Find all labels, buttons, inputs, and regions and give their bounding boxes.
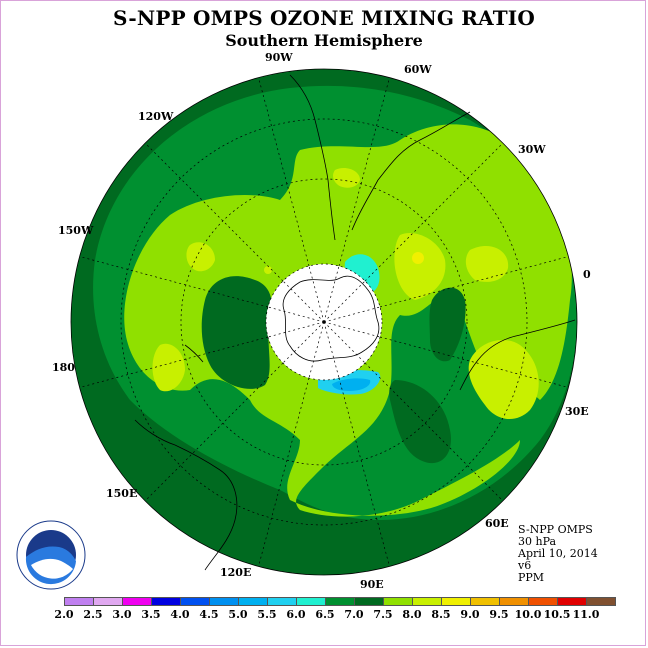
lon-label-60w: 60W	[404, 63, 432, 76]
colorbar-cell	[296, 597, 326, 606]
south-america-coast	[289, 74, 336, 241]
colorbar-tick-label: 6.0	[286, 608, 306, 621]
field-light-east	[394, 232, 446, 300]
colorbar-cell	[209, 597, 239, 606]
colorbar-tick-label: 9.0	[460, 608, 480, 621]
latitude-circles	[120, 118, 528, 526]
colorbar-cell	[441, 597, 471, 606]
colorbar-cell	[93, 597, 123, 606]
colorbar-cell	[354, 597, 384, 606]
colorbar-tick-label: 8.0	[402, 608, 422, 621]
lat-circle-40	[120, 118, 528, 526]
colorbar-labels: 2.0 2.5 3.0 3.5 4.0 4.5 5.0 5.5 6.0 6.5 7.0 7.5 8.0 8…	[0, 608, 648, 622]
colorbar-tick-label: 2.0	[54, 608, 74, 621]
lon-label-90w: 90W	[265, 51, 293, 64]
lon-label-0: 0	[583, 268, 591, 281]
colorbar-tick-label: 5.5	[257, 608, 277, 621]
coastlines	[134, 74, 576, 571]
colorbar-cell	[122, 597, 152, 606]
field-light-west	[152, 343, 185, 392]
lon-label-150e: 150E	[106, 487, 138, 500]
colorbar-cell	[470, 597, 500, 606]
colorbar-tick-label: 9.5	[489, 608, 509, 621]
field-light-west2	[186, 242, 215, 272]
field-dark-green-east	[429, 287, 466, 362]
colorbar-tick-label: 7.0	[344, 608, 364, 621]
colorbar-cell	[412, 597, 442, 606]
field-light-top	[333, 168, 360, 188]
colorbar-tick-label: 3.5	[141, 608, 161, 621]
colorbar-tick-label: 3.0	[112, 608, 132, 621]
south-america-coast-2	[351, 111, 471, 231]
colorbar-cell	[499, 597, 529, 606]
lon-label-60e: 60E	[485, 517, 509, 530]
lon-label-180: 180	[52, 361, 75, 374]
figure-title: S-NPP OMPS OZONE MIXING RATIO	[113, 6, 535, 30]
colorbar-cell	[557, 597, 587, 606]
colorbar-tick-label: 11.0	[572, 608, 600, 621]
colorbar-cell	[238, 597, 268, 606]
lon-label-30w: 30W	[518, 143, 546, 156]
field-yellow-spot	[412, 252, 424, 264]
field-light-east2	[465, 246, 509, 282]
info-version: v6	[518, 559, 532, 572]
lon-label-30e: 30E	[565, 405, 589, 418]
info-level: 30 hPa	[518, 535, 557, 548]
info-units: PPM	[518, 571, 545, 584]
colorbar-tick-label: 6.5	[315, 608, 335, 621]
field-dark-green-south	[389, 380, 451, 464]
colorbar-tick-label: 10.0	[514, 608, 542, 621]
colorbar-tick-label: 2.5	[83, 608, 103, 621]
lon-label-120e: 120E	[220, 566, 252, 579]
colorbar-cell	[151, 597, 181, 606]
info-date: April 10, 2014	[518, 547, 598, 560]
australia-coast	[134, 419, 238, 571]
colorbar-cell	[383, 597, 413, 606]
field-dark-green-west	[201, 276, 272, 389]
lon-label-150w: 150W	[58, 224, 94, 237]
figure-subtitle: Southern Hemisphere	[225, 31, 423, 50]
lat-circle-60	[180, 178, 468, 466]
colorbar-tick-label: 10.5	[543, 608, 571, 621]
antarctica-coast	[282, 275, 380, 362]
lat-circle-80	[265, 263, 383, 381]
colorbar-cell	[586, 597, 616, 606]
africa-coast	[459, 319, 576, 391]
colorbar-cell	[325, 597, 355, 606]
info-block: S-NPP OMPS 30 hPa April 10, 2014 v6 PPM	[518, 524, 598, 584]
colorbar-cell	[267, 597, 297, 606]
colorbar-tick-label: 5.0	[228, 608, 248, 621]
colorbar-tick-label: 4.0	[170, 608, 190, 621]
colorbar-cell	[64, 597, 94, 606]
colorbar-tick-label: 4.5	[199, 608, 219, 621]
colorbar-cell	[180, 597, 210, 606]
colorbar-tick-label: 7.5	[373, 608, 393, 621]
field-light-southeast	[468, 340, 539, 420]
map-boundary	[70, 68, 578, 576]
new-zealand-coast	[184, 344, 204, 363]
lon-label-120w: 120W	[138, 110, 174, 123]
noaa-logo	[16, 520, 86, 590]
colorbar-cell	[528, 597, 558, 606]
lon-label-90e: 90E	[360, 578, 384, 591]
field-light-spot	[264, 266, 272, 274]
colorbar-tick-label: 8.5	[431, 608, 451, 621]
info-instrument: S-NPP OMPS	[518, 523, 593, 536]
colorbar	[64, 597, 616, 606]
